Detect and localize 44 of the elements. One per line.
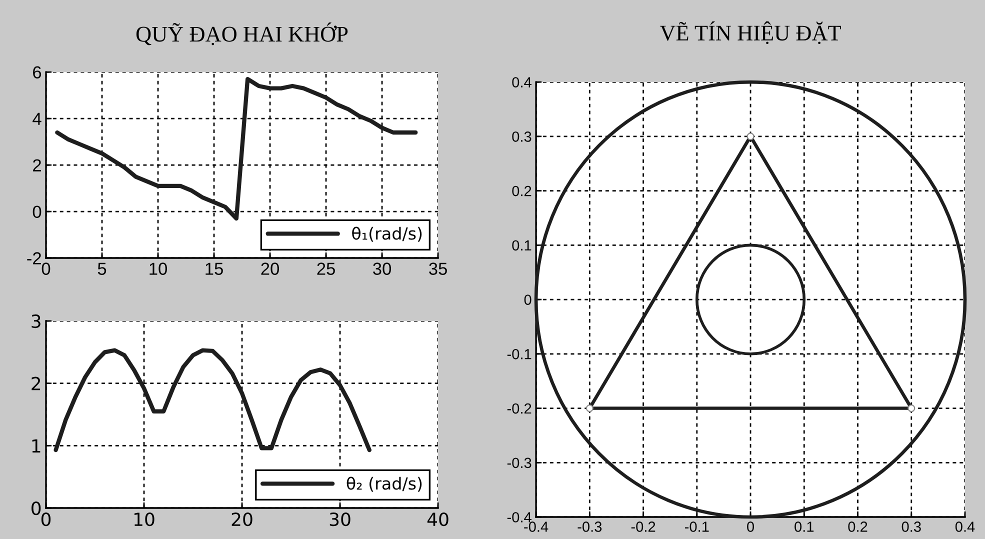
x-tick-label: 25 (317, 262, 335, 275)
y-tick-label: 0.4 (512, 77, 532, 88)
x-tick-label: 0 (42, 262, 50, 275)
y-tick-label: 0.3 (512, 132, 532, 142)
chart-title: QUỸ ĐẠO HAI KHỚP (136, 22, 348, 46)
y-tick-label: 2 (33, 159, 41, 172)
x-tick-label: 20 (261, 262, 279, 275)
x-tick-label: 30 (330, 512, 350, 526)
y-tick-label: 6 (33, 66, 42, 79)
x-tick-label: -0.4 (524, 522, 548, 532)
x-tick-label: 5 (98, 262, 106, 275)
y-tick-label: 1 (32, 439, 40, 453)
x-tick-label: 15 (206, 262, 223, 275)
y-tick-label: 2 (32, 376, 40, 390)
y-tick-label: -0.2 (507, 403, 532, 414)
y-tick-label: 3 (32, 314, 40, 328)
y-tick-label: 0.1 (512, 240, 532, 251)
x-tick-label: 40 (427, 512, 448, 526)
x-tick-label: 0.4 (955, 522, 975, 532)
legend-label: θ₂ (rad/s) (346, 476, 422, 492)
y-tick-label: 0 (32, 501, 41, 516)
x-tick-label: 0.2 (848, 522, 868, 532)
x-tick-label: -0.3 (578, 522, 602, 532)
line-series (55, 76, 418, 221)
y-tick-label: -0.3 (507, 458, 532, 468)
x-tick-label: 20 (232, 512, 252, 526)
y-tick-label: 4 (32, 112, 42, 125)
y-tick-label: -0.1 (507, 348, 532, 360)
y-tick-label: -2 (27, 252, 41, 264)
x-tick-label: 0.1 (794, 522, 814, 532)
chart-title: VẼ TÍN HIỆU ĐẶT (660, 21, 841, 44)
x-tick-label: 10 (134, 512, 154, 526)
line-series (54, 348, 372, 452)
y-tick-label: 0.2 (512, 186, 532, 196)
x-tick-label: 35 (429, 262, 447, 275)
x-tick-label: -0.1 (684, 522, 709, 532)
x-tick-label: 0 (747, 522, 754, 532)
x-tick-label: 0.3 (902, 522, 921, 532)
y-tick-label: 0 (524, 294, 532, 305)
x-tick-label: 30 (373, 262, 391, 275)
y-tick-label: 0 (32, 206, 42, 218)
x-tick-label: -0.2 (631, 522, 656, 532)
legend-label: θ₁(rad/s) (352, 226, 422, 242)
x-tick-label: 10 (150, 262, 167, 275)
